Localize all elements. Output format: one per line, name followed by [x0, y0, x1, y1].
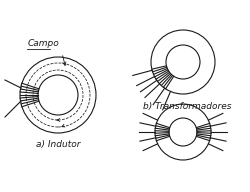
Text: b) Transformadores: b) Transformadores	[143, 102, 231, 111]
Text: a) Indutor: a) Indutor	[36, 141, 80, 150]
Text: Campo: Campo	[28, 39, 60, 48]
